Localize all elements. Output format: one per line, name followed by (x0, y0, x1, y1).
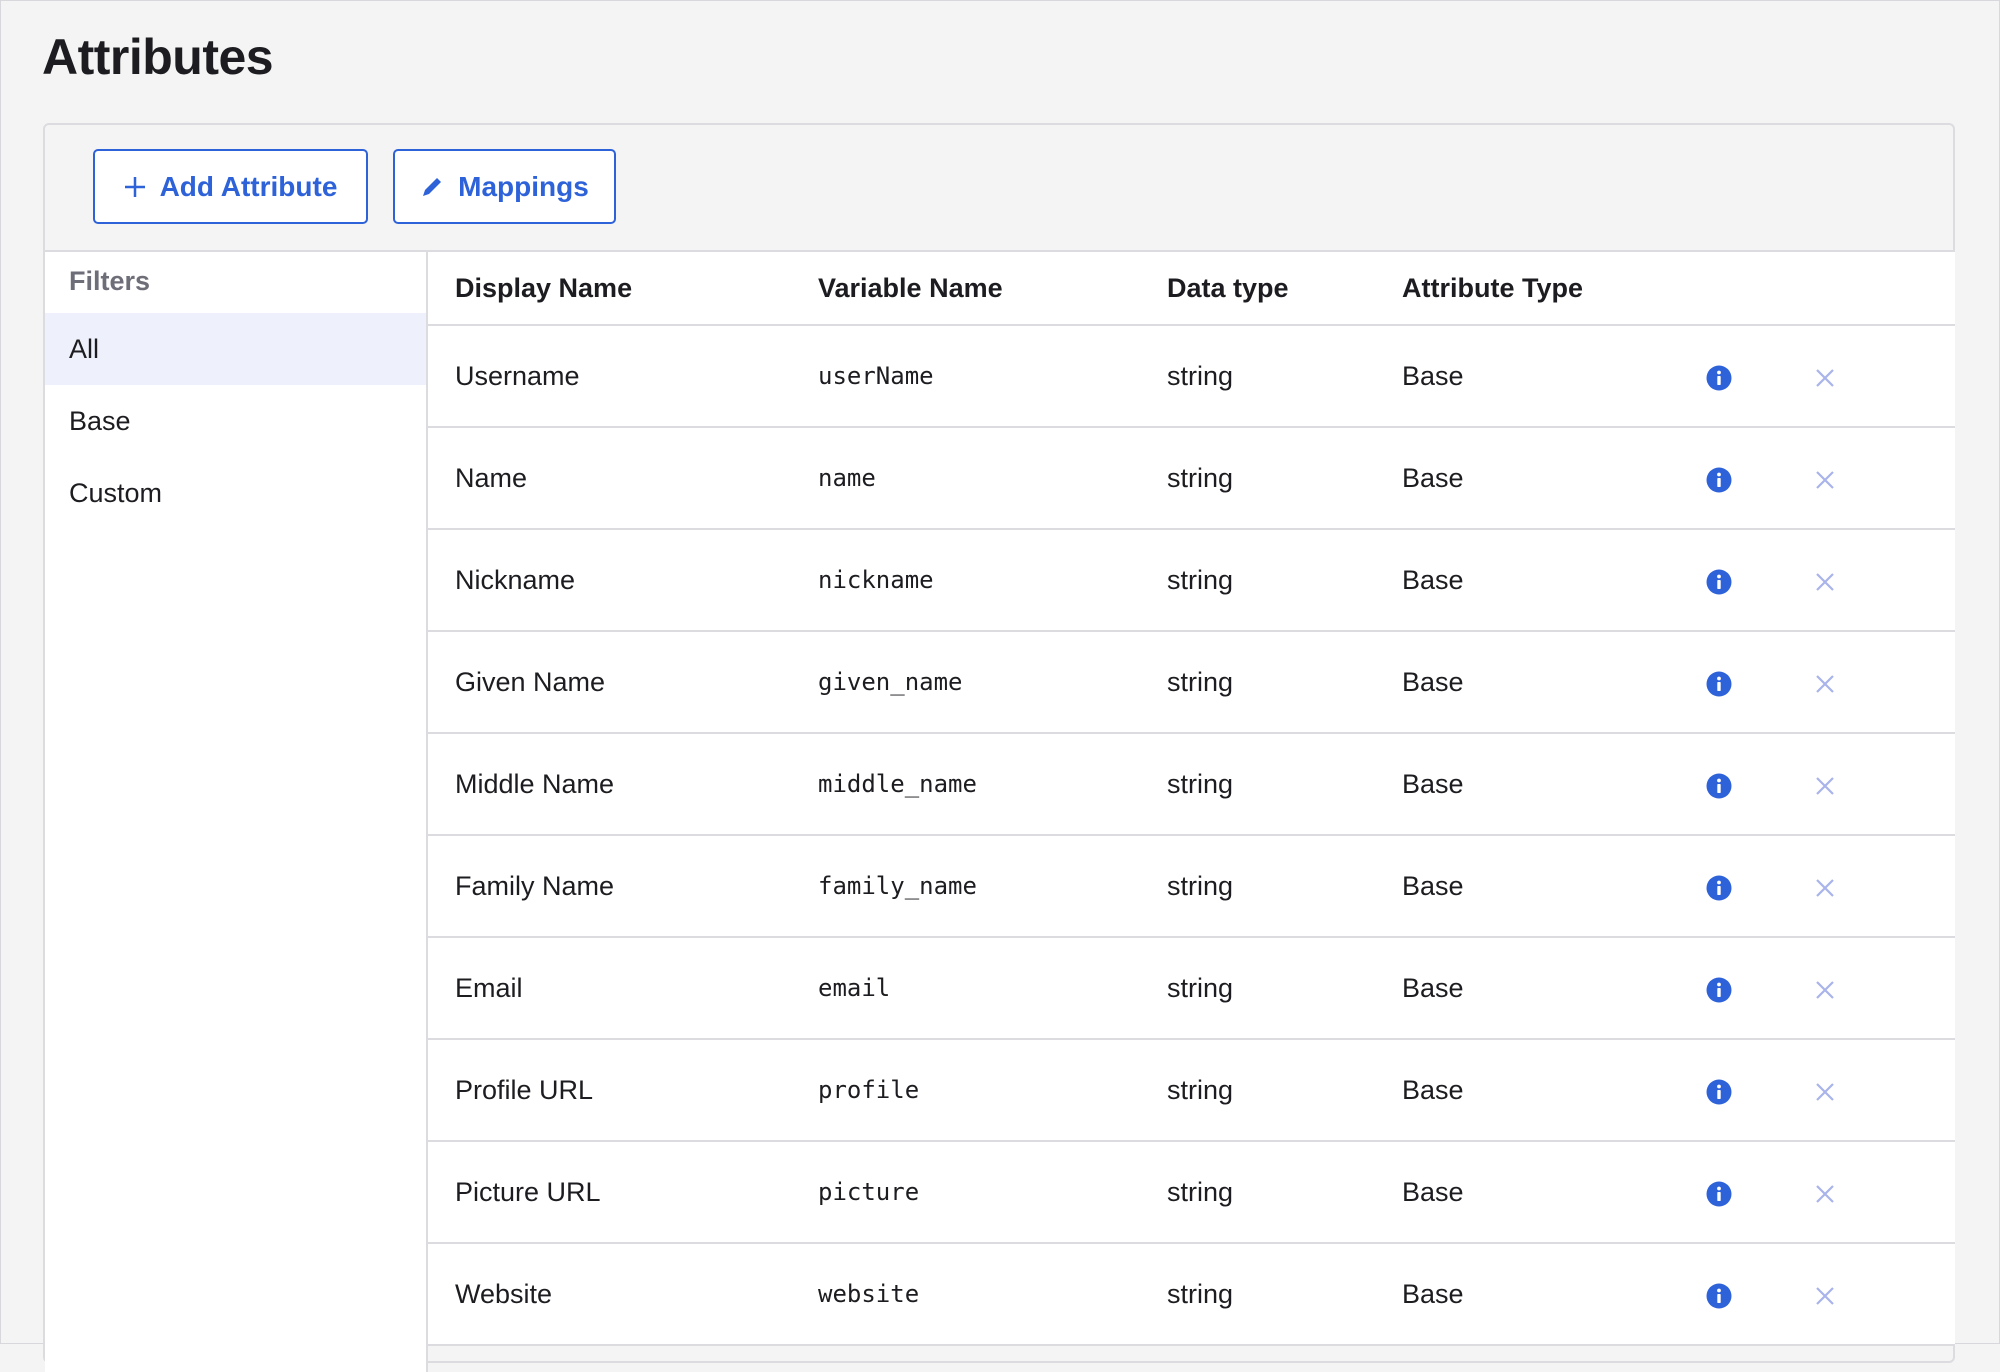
remove-attribute-close-icon[interactable] (1814, 571, 1836, 593)
remove-attribute-close-icon[interactable] (1814, 775, 1836, 797)
attributes-panel: Add Attribute Mappings Filters All Base … (43, 123, 1955, 1372)
mappings-label: Mappings (458, 170, 589, 202)
column-header-display-name: Display Name (455, 272, 633, 303)
add-attribute-button[interactable]: Add Attribute (93, 149, 368, 224)
data-type-cell: string (1167, 564, 1234, 595)
remove-attribute-close-icon[interactable] (1814, 979, 1836, 1001)
variable-name-cell: name (818, 464, 876, 492)
remove-attribute-close-icon[interactable] (1814, 367, 1836, 389)
display-name-cell: Profile URL (455, 1074, 594, 1105)
info-icon[interactable] (1706, 365, 1732, 391)
remove-attribute-close-icon[interactable] (1814, 877, 1836, 899)
data-type-cell: string (1167, 768, 1234, 799)
plus-icon (124, 176, 145, 197)
table-row: Email email string Base (428, 938, 1955, 1040)
table-row: Picture URL picture string Base (428, 1142, 1955, 1244)
table-header: Display Name Variable Name Data type Att… (428, 252, 1955, 326)
info-icon[interactable] (1706, 671, 1732, 697)
display-name-cell: Name (455, 462, 528, 493)
mappings-button[interactable]: Mappings (393, 149, 616, 224)
table-body: Username userName string Base Name name string… (428, 326, 1955, 1346)
info-icon[interactable] (1706, 977, 1732, 1003)
remove-attribute-close-icon[interactable] (1814, 469, 1836, 491)
info-icon[interactable] (1706, 773, 1732, 799)
display-name-cell: Middle Name (455, 768, 615, 799)
remove-attribute-close-icon[interactable] (1814, 1183, 1836, 1205)
filter-custom[interactable]: Custom (69, 477, 163, 508)
variable-name-cell: given_name (818, 668, 963, 696)
data-type-cell: string (1167, 1278, 1234, 1309)
column-header-attribute-type: Attribute Type (1402, 272, 1583, 303)
data-type-cell: string (1167, 1074, 1234, 1105)
display-name-cell: Given Name (455, 666, 606, 697)
info-icon[interactable] (1706, 1079, 1732, 1105)
remove-attribute-close-icon[interactable] (1814, 673, 1836, 695)
filter-all[interactable]: All (45, 313, 426, 385)
variable-name-cell: profile (818, 1076, 920, 1104)
info-icon[interactable] (1706, 1181, 1732, 1207)
data-type-cell: string (1167, 972, 1234, 1003)
column-header-data-type: Data type (1167, 272, 1289, 303)
display-name-cell: Username (455, 360, 580, 391)
info-icon[interactable] (1706, 875, 1732, 901)
display-name-cell: Picture URL (455, 1176, 601, 1207)
info-icon[interactable] (1706, 467, 1732, 493)
attribute-type-cell: Base (1402, 360, 1464, 391)
pencil-icon (423, 177, 442, 196)
table-row: Name name string Base (428, 428, 1955, 530)
remove-attribute-close-icon[interactable] (1814, 1081, 1836, 1103)
table-row: Website website string Base (428, 1244, 1955, 1346)
attributes-table: Display Name Variable Name Data type Att… (428, 252, 1955, 1346)
table-row: Family Name family_name string Base (428, 836, 1955, 938)
add-attribute-label: Add Attribute (159, 170, 338, 202)
attribute-type-cell: Base (1402, 768, 1464, 799)
display-name-cell: Website (455, 1278, 553, 1309)
attribute-type-cell: Base (1402, 972, 1464, 1003)
attribute-type-cell: Base (1402, 870, 1464, 901)
table-row: Nickname nickname string Base (428, 530, 1955, 632)
attribute-type-cell: Base (1402, 564, 1464, 595)
table-row: Middle Name middle_name string Base (428, 734, 1955, 836)
table-row: Username userName string Base (428, 326, 1955, 428)
data-type-cell: string (1167, 462, 1234, 493)
attribute-type-cell: Base (1402, 462, 1464, 493)
data-type-cell: string (1167, 1176, 1234, 1207)
variable-name-cell: family_name (818, 872, 977, 900)
variable-name-cell: website (818, 1280, 920, 1308)
table-row: Profile URL profile string Base (428, 1040, 1955, 1142)
display-name-cell: Family Name (455, 870, 615, 901)
attribute-type-cell: Base (1402, 1278, 1464, 1309)
filters-heading: Filters (69, 266, 151, 296)
display-name-cell: Nickname (455, 564, 576, 595)
info-icon[interactable] (1706, 1283, 1732, 1309)
attribute-type-cell: Base (1402, 666, 1464, 697)
variable-name-cell: nickname (818, 566, 934, 594)
filters-sidebar: Filters All Base Custom (45, 252, 428, 1372)
attribute-type-cell: Base (1402, 1074, 1464, 1105)
variable-name-cell: picture (818, 1178, 920, 1206)
remove-attribute-close-icon[interactable] (1814, 1285, 1836, 1307)
display-name-cell: Email (455, 972, 523, 1003)
data-type-cell: string (1167, 666, 1234, 697)
table-row: Given Name given_name string Base (428, 632, 1955, 734)
info-icon[interactable] (1706, 569, 1732, 595)
variable-name-cell: middle_name (818, 770, 977, 798)
column-header-variable-name: Variable Name (818, 272, 1003, 303)
attribute-type-cell: Base (1402, 1176, 1464, 1207)
data-type-cell: string (1167, 360, 1234, 391)
data-type-cell: string (1167, 870, 1234, 901)
page-title: Attributes (42, 29, 274, 85)
variable-name-cell: email (818, 974, 891, 1002)
toolbar: Add Attribute Mappings (45, 125, 1953, 252)
variable-name-cell: userName (818, 362, 934, 390)
filter-base[interactable]: Base (69, 405, 131, 436)
